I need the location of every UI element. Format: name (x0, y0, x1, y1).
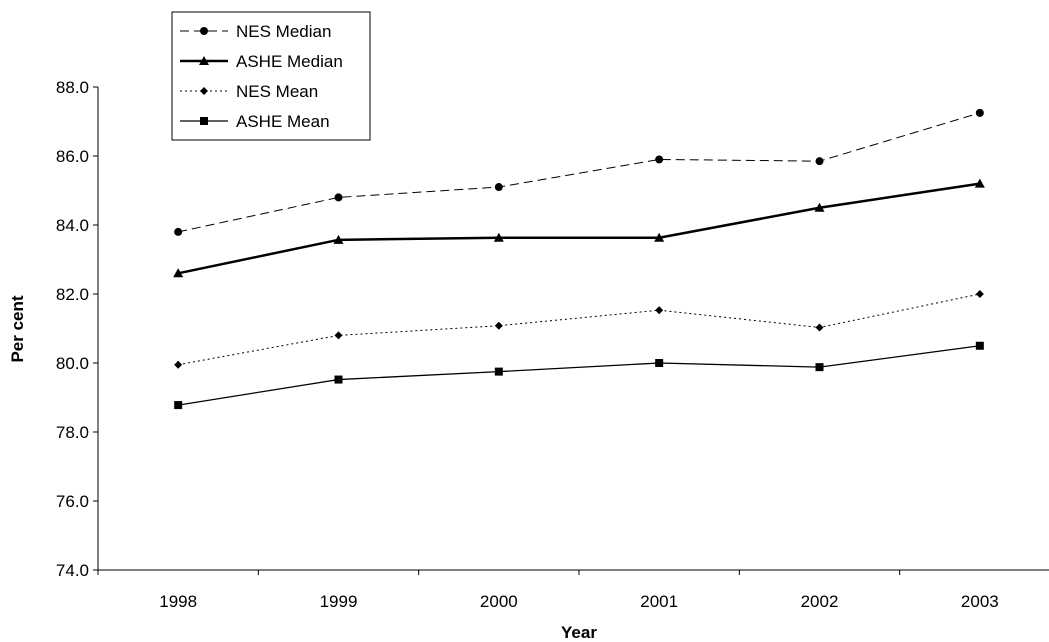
x-tick-label: 2001 (640, 592, 678, 611)
x-tick-label: 1998 (159, 592, 197, 611)
x-tick-label: 2003 (961, 592, 999, 611)
y-tick-label: 88.0 (56, 78, 89, 97)
y-axis-title: Per cent (8, 295, 27, 362)
legend: NES Median ASHE Median NES Mean ASHE Mean (171, 11, 371, 141)
legend-swatch-marker (200, 87, 208, 95)
legend-item: ASHE Mean (180, 112, 330, 131)
legend-label: NES Median (236, 22, 331, 41)
data-point-square (655, 359, 664, 367)
legend-item: ASHE Median (180, 52, 343, 71)
series-line (178, 112, 980, 233)
data-point-square (174, 401, 183, 410)
y-tick-label: 76.0 (56, 492, 89, 511)
legend-label: ASHE Mean (236, 112, 330, 131)
legend-label: NES Mean (236, 82, 318, 101)
x-tick-label: 2000 (480, 592, 518, 611)
x-tick-label: 2002 (801, 592, 839, 611)
data-point-triangle (493, 232, 504, 242)
series-layer (173, 108, 985, 410)
series-ashe-mean (174, 341, 984, 410)
data-point-triangle (173, 268, 184, 278)
legend-swatch-marker (199, 56, 209, 65)
data-point-circle (174, 227, 183, 236)
data-point-circle (494, 183, 503, 192)
data-point-circle (655, 155, 664, 164)
data-point-diamond (655, 306, 664, 315)
series-nes-median (174, 108, 984, 236)
axes (97, 87, 1049, 571)
y-tick-label: 78.0 (56, 423, 89, 442)
data-point-triangle (654, 232, 665, 242)
y-tick-label: 82.0 (56, 285, 89, 304)
legend-item: NES Mean (180, 82, 318, 101)
data-point-triangle (814, 202, 825, 212)
legend-item: NES Median (180, 22, 331, 41)
data-point-triangle (333, 234, 344, 244)
data-point-circle (975, 108, 984, 117)
data-point-square (494, 367, 503, 376)
legend-swatch-marker (200, 117, 208, 125)
data-point-diamond (174, 360, 183, 369)
y-tick-label: 74.0 (56, 561, 89, 580)
y-tick-label: 84.0 (56, 216, 89, 235)
data-point-circle (815, 157, 824, 166)
series-line (177, 182, 981, 275)
series-ashe-median (173, 178, 985, 278)
series-line (178, 293, 980, 366)
series-nes-mean (174, 290, 984, 369)
y-ticks: 74.0 76.0 78.0 80.0 82.0 84.0 86.0 88.0 (56, 78, 98, 580)
legend-label: ASHE Median (236, 52, 343, 71)
data-point-circle (334, 193, 343, 202)
data-point-diamond (815, 323, 824, 332)
series-line (178, 345, 980, 406)
data-point-diamond (975, 290, 984, 298)
data-point-diamond (494, 321, 503, 330)
y-tick-label: 86.0 (56, 147, 89, 166)
legend-swatch-marker (200, 27, 208, 35)
data-point-diamond (334, 331, 343, 340)
data-point-square (815, 363, 824, 372)
x-tick-label: 1999 (320, 592, 358, 611)
x-ticks: 1998 1999 2000 2001 2002 2003 (97, 570, 999, 611)
data-point-square (334, 375, 343, 384)
y-tick-label: 80.0 (56, 354, 89, 373)
x-axis-title: Year (561, 623, 597, 642)
data-point-square (975, 341, 984, 350)
data-point-triangle (974, 178, 985, 188)
